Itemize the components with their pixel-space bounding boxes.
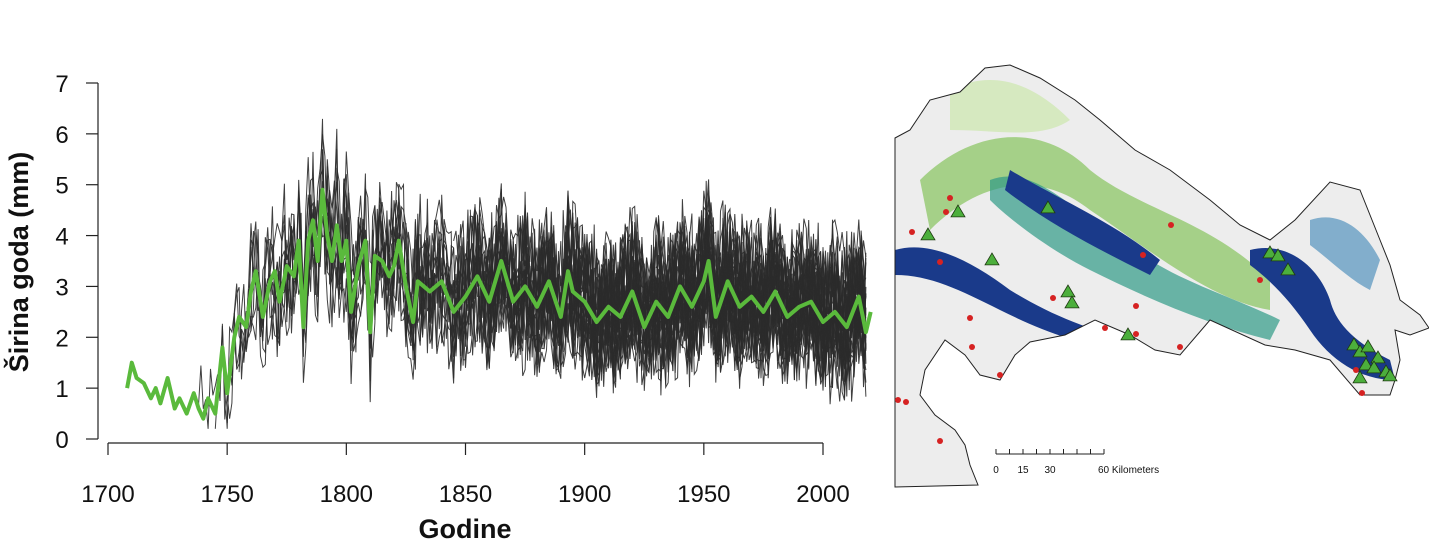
x-tick-label: 1700 xyxy=(81,481,134,508)
x-axis: 1700 1750 1800 1850 1900 1950 2000 xyxy=(81,442,850,508)
site-triangle-marker xyxy=(950,204,966,218)
y-tick-label: 5 xyxy=(55,173,68,200)
site-dot-marker xyxy=(1359,390,1365,396)
site-dot-marker xyxy=(943,209,949,215)
site-triangle-marker xyxy=(1120,327,1136,341)
x-tick-label: 1900 xyxy=(558,481,611,508)
site-triangle-marker xyxy=(1352,370,1368,384)
site-dot-marker xyxy=(1133,331,1139,337)
site-dot-marker xyxy=(1050,295,1056,301)
site-triangle-marker xyxy=(1040,200,1056,214)
y-tick-label: 0 xyxy=(55,427,68,454)
x-tick-label: 1750 xyxy=(200,481,253,508)
scale-label-30: 30 xyxy=(1044,465,1056,476)
site-dot-marker xyxy=(997,372,1003,378)
ring-width-series xyxy=(453,190,867,340)
x-axis-title: Godine xyxy=(419,514,512,542)
map-scale-bar: 0 15 30 60 Kilometers xyxy=(993,449,1159,476)
site-triangle-marker xyxy=(1060,284,1076,298)
x-tick-label: 1800 xyxy=(320,481,373,508)
x-tick-label: 1950 xyxy=(677,481,730,508)
site-dot-marker xyxy=(1140,252,1146,258)
map-pale-green-zone xyxy=(950,80,1070,133)
y-tick-label: 4 xyxy=(55,224,68,251)
ring-width-series xyxy=(469,190,867,349)
y-tick-label: 7 xyxy=(55,71,68,98)
ring-width-series xyxy=(608,179,867,368)
site-triangle-marker xyxy=(1358,357,1374,371)
x-tick-label: 2000 xyxy=(796,481,849,508)
map-dark-blue-central xyxy=(1005,170,1160,275)
y-axis-title: Širina goda (mm) xyxy=(3,152,34,373)
map-sampling-sites xyxy=(895,195,1398,444)
site-dot-marker xyxy=(937,438,943,444)
mean-chronology-line xyxy=(125,187,873,421)
site-dot-marker xyxy=(909,229,915,235)
site-triangle-marker xyxy=(1064,295,1080,309)
site-dot-marker xyxy=(937,259,943,265)
scale-label-0: 0 xyxy=(993,465,999,476)
y-tick-label: 2 xyxy=(55,325,68,352)
site-dot-marker xyxy=(1168,222,1174,228)
map-mid-blue-patches xyxy=(1310,217,1380,290)
mean-chronology-series xyxy=(125,187,873,421)
site-dot-marker xyxy=(1177,344,1183,350)
scale-label-15: 15 xyxy=(1017,465,1029,476)
site-dot-marker xyxy=(947,195,953,201)
site-triangle-marker xyxy=(1366,360,1382,374)
site-triangle-marker xyxy=(1382,368,1398,382)
site-triangle-marker xyxy=(1360,339,1376,353)
y-tick-label: 3 xyxy=(55,274,68,301)
site-triangle-marker xyxy=(1262,245,1278,259)
site-dot-marker xyxy=(1257,277,1263,283)
scale-label-60: 60 Kilometers xyxy=(1098,465,1159,476)
site-dot-marker xyxy=(903,399,909,405)
site-dot-marker xyxy=(1133,303,1139,309)
y-tick-label: 6 xyxy=(55,122,68,149)
site-triangle-marker xyxy=(984,252,1000,266)
y-tick-label: 1 xyxy=(55,376,68,403)
site-triangle-marker xyxy=(920,227,936,241)
y-axis: 0 1 2 3 4 5 6 7 xyxy=(55,71,99,454)
site-dot-marker xyxy=(969,344,975,350)
site-triangle-marker xyxy=(1270,248,1286,262)
site-dot-marker xyxy=(895,397,901,403)
site-dot-marker xyxy=(967,315,973,321)
ring-width-series xyxy=(631,233,867,359)
site-triangle-marker xyxy=(1370,350,1386,364)
site-dot-marker xyxy=(1102,325,1108,331)
tree-ring-chart: 0 1 2 3 4 5 6 7 1700 1750 1800 1850 1900 1950 2000 Go… xyxy=(3,71,873,542)
study-area-map: 0 15 30 60 Kilometers xyxy=(894,64,1429,488)
site-triangle-marker xyxy=(1346,337,1362,351)
site-triangle-marker xyxy=(1280,262,1296,276)
map-region-outline xyxy=(894,64,1429,488)
x-tick-label: 1850 xyxy=(439,481,492,508)
site-dot-marker xyxy=(1353,367,1359,373)
map-dark-blue-west xyxy=(895,247,1130,350)
